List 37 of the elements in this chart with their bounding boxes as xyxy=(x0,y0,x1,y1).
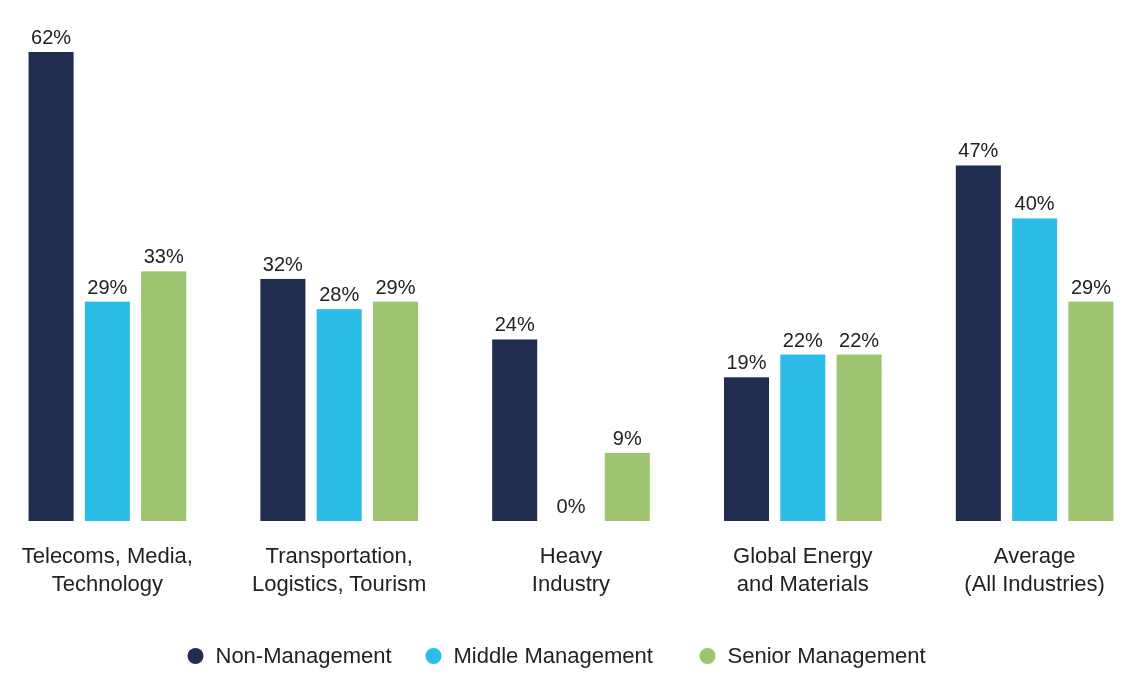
bar xyxy=(836,354,882,521)
bar xyxy=(1012,218,1058,521)
bar xyxy=(955,165,1001,521)
data-label: 40% xyxy=(1014,192,1055,215)
x-tick-label: Telecoms, Media, Technology xyxy=(21,543,193,596)
data-label: 24% xyxy=(494,313,535,336)
bar xyxy=(372,301,418,521)
x-tick-label: Heavy Industry xyxy=(531,543,611,596)
bar xyxy=(604,452,650,521)
legend-label: Non-Management xyxy=(215,643,392,668)
bar xyxy=(780,354,826,521)
data-label: 32% xyxy=(262,252,304,275)
bar xyxy=(260,278,306,521)
bar xyxy=(724,377,770,521)
data-label: 9% xyxy=(612,426,642,449)
data-label: 62% xyxy=(31,26,72,48)
data-label: 22% xyxy=(782,328,824,351)
x-tick-label: Global Energy and Materials xyxy=(733,543,873,596)
legend-label: Senior Management xyxy=(727,643,926,668)
data-label: 47% xyxy=(958,139,999,162)
x-tick-label: Average (All Industries) xyxy=(964,543,1105,596)
bar xyxy=(1068,301,1114,521)
data-label: 19% xyxy=(726,351,767,374)
data-label: 29% xyxy=(375,275,416,298)
bar xyxy=(141,271,187,521)
x-tick-label: Transportation, Logistics, Tourism xyxy=(251,543,427,596)
bar xyxy=(84,301,130,521)
bar xyxy=(492,339,538,521)
legend-label: Middle Management xyxy=(453,643,653,668)
bar xyxy=(316,309,362,521)
bar xyxy=(28,52,74,521)
data-label: 29% xyxy=(1070,275,1112,298)
data-label: 28% xyxy=(319,283,360,306)
data-label: 0% xyxy=(556,495,586,517)
data-label: 22% xyxy=(839,328,880,351)
data-label: 29% xyxy=(87,275,128,298)
data-label: 33% xyxy=(143,245,184,268)
